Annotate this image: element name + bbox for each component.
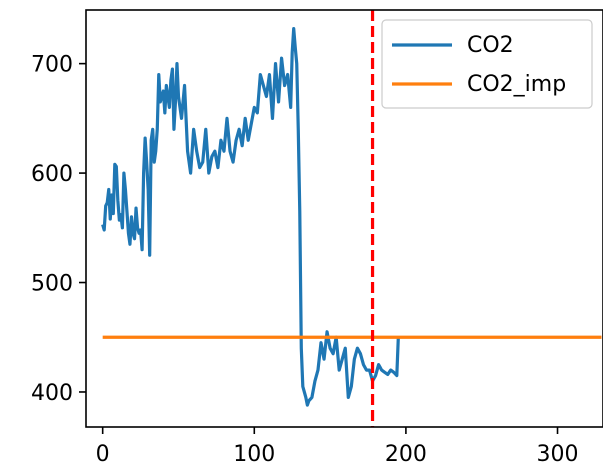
legend-label-co2-imp: CO2_imp xyxy=(467,72,566,97)
legend-box xyxy=(381,19,593,109)
series-line-co2 xyxy=(101,27,400,407)
plot-frame xyxy=(85,9,603,428)
x-tick-label: 0 xyxy=(96,442,110,467)
x-tick-label: 300 xyxy=(537,442,579,467)
plot-lines xyxy=(101,27,602,407)
legend: CO2 CO2_imp xyxy=(381,19,593,109)
y-tick-label: 400 xyxy=(31,381,73,406)
y-axis: 400 500 600 700 xyxy=(31,53,86,406)
x-tick-label: 200 xyxy=(385,442,427,467)
x-tick-label: 100 xyxy=(233,442,275,467)
y-tick-label: 600 xyxy=(31,162,73,187)
x-axis: 0 100 200 300 xyxy=(96,427,579,467)
y-tick-label: 700 xyxy=(31,53,73,78)
y-tick-label: 500 xyxy=(31,272,73,297)
legend-label-co2: CO2 xyxy=(467,33,514,58)
